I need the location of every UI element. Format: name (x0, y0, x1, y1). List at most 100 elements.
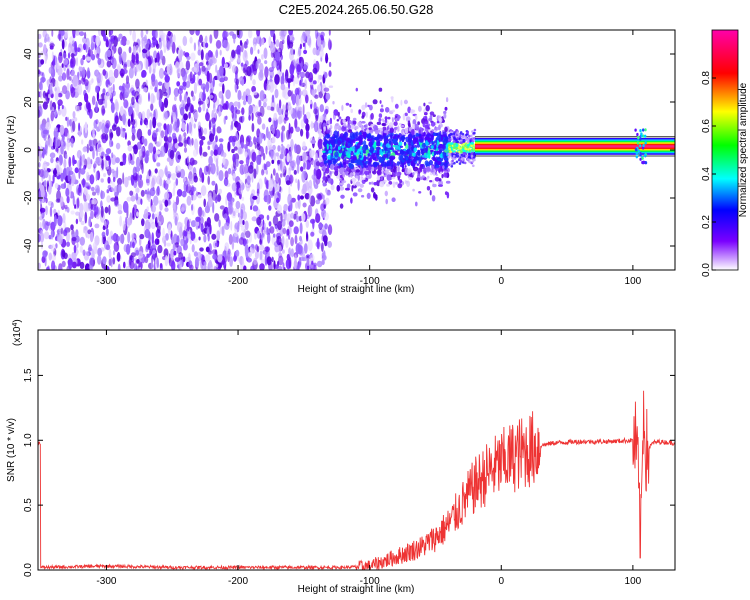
heatmap-cell (162, 91, 168, 97)
heatmap-cell (70, 210, 75, 215)
heatmap-cell (104, 206, 109, 214)
heatmap-cell (433, 132, 436, 136)
heatmap-cell (63, 158, 67, 169)
heatmap-cell (167, 223, 172, 236)
heatmap-cell (342, 119, 346, 124)
heatmap-cell (255, 136, 260, 143)
heatmap-cell (268, 221, 272, 227)
heatmap-cell (264, 176, 267, 185)
heatmap-cell (222, 103, 228, 110)
heatmap-cell (383, 167, 386, 171)
heatmap-cell (240, 141, 244, 149)
heatmap-cell (233, 101, 239, 107)
heatmap-cell (397, 166, 400, 173)
heatmap-cell (126, 196, 132, 202)
heatmap-cell (84, 92, 89, 103)
heatmap-cell (200, 49, 204, 61)
heatmap-cell (246, 66, 252, 77)
heatmap-cell (175, 165, 181, 173)
heatmap-cell (87, 202, 91, 209)
heatmap-cell (111, 180, 115, 193)
heatmap-cell (178, 134, 182, 144)
heatmap-cell (417, 152, 421, 157)
heatmap-cell (48, 174, 51, 182)
heatmap-cell (188, 138, 192, 146)
heatmap-cell (230, 105, 235, 114)
heatmap-cell (114, 101, 120, 112)
heatmap-cell (44, 33, 50, 42)
heatmap-cell (122, 200, 129, 213)
heatmap-cell (289, 63, 295, 76)
heatmap-cell (376, 121, 382, 125)
heatmap-cell (55, 198, 61, 203)
heatmap-cell (361, 121, 366, 124)
heatmap-cell (472, 164, 475, 168)
heatmap-cell (641, 146, 645, 150)
heatmap-cell (159, 49, 163, 60)
heatmap-cell (349, 163, 354, 169)
heatmap-cell (57, 92, 63, 98)
snr-ylabel: SNR (10 * v/v) (6, 418, 17, 482)
heatmap-cell (414, 123, 419, 130)
heatmap-cell (66, 116, 70, 128)
heatmap-cell (198, 62, 204, 67)
heatmap-cell (81, 154, 85, 166)
heatmap-cell (638, 144, 642, 148)
heatmap-cell (327, 224, 333, 236)
heatmap-cell (322, 176, 327, 181)
heatmap-cell (215, 157, 219, 168)
heatmap-cell (365, 111, 368, 118)
heatmap-cell (211, 180, 216, 186)
heatmap-cell (281, 235, 285, 247)
heatmap-cell (287, 193, 292, 206)
heatmap-cell (315, 161, 321, 167)
heatmap-cell (151, 73, 156, 83)
heatmap-cell (391, 176, 396, 180)
heatmap-cell (62, 58, 69, 65)
heatmap-cell (176, 68, 182, 78)
heatmap-cell (129, 254, 133, 261)
heatmap-cell (111, 124, 117, 131)
heatmap-cell (395, 181, 398, 185)
heatmap-cell (242, 220, 245, 225)
heatmap-cell (233, 146, 238, 151)
heatmap-cell (464, 147, 467, 151)
heatmap-cell (39, 222, 42, 230)
heatmap-cell (53, 208, 57, 215)
heatmap-cell (322, 155, 326, 160)
heatmap-cell (54, 137, 59, 149)
heatmap-cell (320, 31, 325, 38)
heatmap-cell (204, 35, 208, 43)
heatmap-cell (84, 182, 90, 187)
heatmap-cell (91, 249, 95, 261)
heatmap-cell (83, 187, 87, 195)
heatmap-cell (61, 72, 67, 81)
heatmap-cell (253, 136, 257, 145)
heatmap-cell (436, 139, 439, 147)
heatmap-cell (325, 197, 330, 205)
heatmap-cell (372, 157, 376, 161)
heatmap-cell (247, 30, 253, 39)
heatmap-cell (257, 116, 262, 125)
heatmap-cell (442, 165, 445, 170)
heatmap-cell (419, 165, 422, 172)
heatmap-cell (286, 229, 289, 237)
heatmap-cell (156, 186, 160, 193)
heatmap-cell (97, 247, 102, 257)
heatmap-cell (329, 170, 332, 175)
heatmap-cell (634, 148, 638, 152)
heatmap-cell (124, 132, 127, 140)
heatmap-cell (102, 108, 106, 115)
heatmap-cell (175, 195, 180, 206)
heatmap-cell (418, 105, 422, 112)
heatmap-cell (275, 172, 279, 184)
heatmap-cell (293, 169, 297, 175)
heatmap-cell (171, 236, 174, 245)
heatmap-cell (108, 248, 112, 259)
heatmap-cell (40, 59, 45, 65)
heatmap-cell (240, 225, 246, 232)
heatmap-cell (348, 141, 352, 144)
heatmap-cell (323, 204, 326, 210)
heatmap-cell (644, 161, 648, 165)
heatmap-cell (294, 254, 297, 263)
